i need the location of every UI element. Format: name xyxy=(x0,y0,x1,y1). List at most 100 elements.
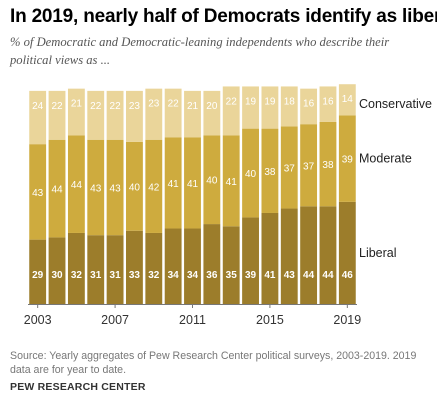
bar-moderate-2018 xyxy=(319,121,337,207)
bar-conservative-2006 xyxy=(87,90,105,140)
data-label-conservative-2004: 22 xyxy=(51,101,63,112)
data-label-conservative-2012: 20 xyxy=(206,101,218,112)
data-label-conservative-2003: 24 xyxy=(32,101,44,112)
x-tick-label-2007: 2007 xyxy=(101,313,129,327)
data-label-conservative-2009: 23 xyxy=(148,99,160,110)
data-label-conservative-2007: 22 xyxy=(110,101,122,112)
bar-liberal-2005 xyxy=(67,232,85,304)
bar-moderate-2012 xyxy=(203,135,221,225)
data-label-moderate-2013: 41 xyxy=(226,177,238,188)
bar-conservative-2014 xyxy=(242,86,259,129)
bar-moderate-2019 xyxy=(338,115,356,202)
bar-liberal-2004 xyxy=(48,237,66,304)
bar-liberal-2006 xyxy=(87,235,105,304)
bar-moderate-2004 xyxy=(48,139,66,238)
data-label-moderate-2017: 37 xyxy=(303,161,315,172)
bar-conservative-2009 xyxy=(145,88,163,140)
chart-subtitle: % of Democratic and Democratic-leaning i… xyxy=(10,35,390,67)
bar-conservative-2010 xyxy=(164,88,182,138)
organization-credit: PEW RESEARCH CENTER xyxy=(10,381,146,393)
data-label-liberal-2003: 29 xyxy=(32,270,44,281)
bar-moderate-2003 xyxy=(29,144,47,240)
bar-conservative-2019 xyxy=(338,84,356,116)
bar-conservative-2004 xyxy=(48,90,66,140)
bar-liberal-2010 xyxy=(164,228,182,304)
data-label-moderate-2009: 42 xyxy=(148,182,160,193)
bar-conservative-2013 xyxy=(222,86,240,136)
data-label-liberal-2010: 34 xyxy=(168,270,180,281)
data-label-liberal-2017: 44 xyxy=(303,270,315,281)
bar-liberal-2007 xyxy=(106,235,124,304)
bar-conservative-2012 xyxy=(203,90,221,136)
data-label-liberal-2004: 30 xyxy=(51,270,63,281)
data-label-moderate-2003: 43 xyxy=(32,188,44,199)
bar-liberal-2013 xyxy=(222,226,240,304)
x-tick-label-2003: 2003 xyxy=(24,313,52,327)
bar-liberal-2012 xyxy=(203,224,221,304)
data-label-conservative-2006: 22 xyxy=(90,101,102,112)
data-label-liberal-2007: 31 xyxy=(110,270,122,281)
data-label-conservative-2013: 22 xyxy=(226,96,238,107)
data-label-liberal-2006: 31 xyxy=(90,270,102,281)
bar-liberal-2018 xyxy=(319,206,337,304)
data-label-liberal-2015: 41 xyxy=(264,270,276,281)
data-label-liberal-2011: 34 xyxy=(187,270,199,281)
data-label-liberal-2013: 35 xyxy=(226,270,238,281)
data-label-moderate-2019: 39 xyxy=(342,155,354,166)
data-label-moderate-2016: 37 xyxy=(284,163,296,174)
bar-moderate-2007 xyxy=(106,139,124,236)
bar-conservative-2016 xyxy=(280,86,298,127)
data-label-moderate-2012: 40 xyxy=(206,176,218,187)
source-note: Source: Yearly aggregates of Pew Researc… xyxy=(10,350,417,376)
legend-label-conservative: Conservative xyxy=(359,97,432,111)
bar-liberal-2017 xyxy=(300,206,318,304)
bar-moderate-2010 xyxy=(164,137,182,229)
bar-moderate-2013 xyxy=(222,135,240,227)
legend-label-moderate: Moderate xyxy=(359,152,412,166)
bar-moderate-2015 xyxy=(261,128,279,213)
data-label-moderate-2008: 40 xyxy=(129,182,141,193)
data-label-conservative-2015: 19 xyxy=(264,96,276,107)
bar-moderate-2009 xyxy=(145,139,163,233)
data-label-conservative-2016: 18 xyxy=(284,96,296,107)
data-label-liberal-2008: 33 xyxy=(129,270,141,281)
bar-liberal-2015 xyxy=(261,212,279,304)
bar-moderate-2017 xyxy=(300,124,318,207)
data-label-conservative-2017: 16 xyxy=(303,99,315,110)
data-label-conservative-2014: 19 xyxy=(245,96,257,107)
bar-liberal-2003 xyxy=(29,239,47,304)
data-label-conservative-2008: 23 xyxy=(129,101,141,112)
bar-moderate-2016 xyxy=(280,126,298,209)
bar-conservative-2011 xyxy=(184,90,201,138)
bar-liberal-2008 xyxy=(126,230,143,304)
bar-conservative-2005 xyxy=(67,88,85,136)
data-label-moderate-2005: 44 xyxy=(71,180,83,191)
data-label-liberal-2005: 32 xyxy=(71,270,83,281)
stacked-bar-chart: 29 43 24 30 44 22 32 44 21 31 43 22 31 43 22 33 40 23 32 42… xyxy=(24,84,432,327)
data-label-liberal-2018: 44 xyxy=(322,270,334,281)
data-label-moderate-2010: 41 xyxy=(168,179,180,190)
bar-moderate-2008 xyxy=(126,141,143,231)
data-label-moderate-2018: 38 xyxy=(322,160,334,171)
data-label-conservative-2011: 21 xyxy=(187,101,199,112)
data-label-conservative-2010: 22 xyxy=(168,99,180,110)
data-label-liberal-2009: 32 xyxy=(148,270,160,281)
x-tick-label-2015: 2015 xyxy=(256,313,284,327)
data-label-liberal-2014: 39 xyxy=(245,270,257,281)
bar-conservative-2007 xyxy=(106,90,124,140)
chart-title: In 2019, nearly half of Democrats identi… xyxy=(10,6,437,27)
data-label-liberal-2019: 46 xyxy=(342,270,354,281)
bar-conservative-2017 xyxy=(300,88,318,125)
bar-conservative-2003 xyxy=(29,90,47,145)
data-label-moderate-2004: 44 xyxy=(51,185,63,196)
bar-moderate-2014 xyxy=(242,128,259,218)
bar-conservative-2008 xyxy=(126,90,143,142)
data-label-conservative-2018: 16 xyxy=(322,96,334,107)
bar-conservative-2015 xyxy=(261,86,279,129)
bar-liberal-2011 xyxy=(184,228,201,304)
bar-liberal-2014 xyxy=(242,217,259,304)
data-label-moderate-2015: 38 xyxy=(264,167,276,178)
legend-label-liberal: Liberal xyxy=(359,246,397,260)
x-tick-label-2011: 2011 xyxy=(179,313,206,327)
data-label-moderate-2014: 40 xyxy=(245,169,257,180)
